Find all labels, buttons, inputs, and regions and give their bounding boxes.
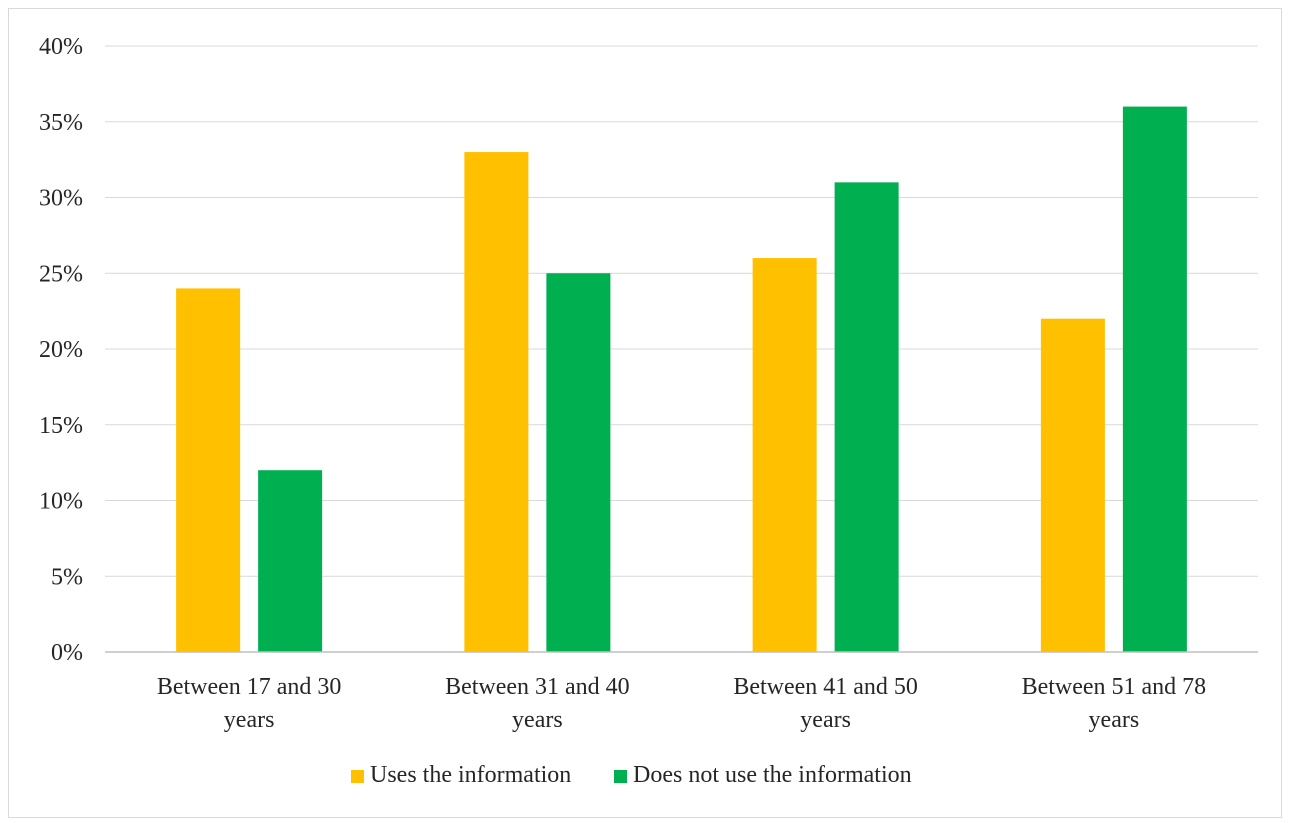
category-label: Between 51 and 78 — [1022, 674, 1207, 700]
category-label: years — [800, 707, 851, 733]
legend-label: Does not use the information — [633, 762, 912, 788]
bar-uses-3 — [1040, 318, 1105, 652]
y-axis-tick-labels: 0% 5% 10% 15% 20% 25% 30% 35% 40% — [39, 34, 83, 666]
category-label: Between 17 and 30 — [157, 674, 342, 700]
category-label: Between 41 and 50 — [733, 674, 918, 700]
category-label: Between 31 and 40 — [445, 674, 630, 700]
legend: Uses the information Does not use the inf… — [351, 762, 912, 788]
bar-does-not-use-3 — [1122, 106, 1187, 653]
legend-item-does-not-use: Does not use the information — [614, 762, 912, 788]
y-tick-label: 35% — [39, 110, 83, 136]
bar-does-not-use-0 — [258, 470, 323, 652]
bar-does-not-use-1 — [546, 273, 611, 652]
bar-uses-0 — [176, 288, 241, 652]
y-tick-label: 10% — [39, 489, 83, 515]
bar-chart: 0% 5% 10% 15% 20% 25% 30% 35% 40% Between 17 and… — [39, 34, 1258, 788]
y-tick-label: 30% — [39, 186, 83, 212]
y-tick-label: 0% — [51, 640, 83, 666]
legend-item-uses: Uses the information — [351, 762, 571, 788]
y-tick-label: 5% — [51, 564, 83, 590]
y-tick-label: 25% — [39, 261, 83, 287]
x-axis-category-labels: Between 17 and 30 years Between 31 and 40 y… — [157, 674, 1206, 733]
y-tick-label: 20% — [39, 337, 83, 363]
bar-does-not-use-2 — [834, 182, 899, 652]
y-tick-label: 15% — [39, 413, 83, 439]
legend-swatch — [351, 770, 364, 783]
category-label: years — [512, 707, 563, 733]
bar-uses-2 — [752, 258, 817, 652]
legend-label: Uses the information — [370, 762, 571, 788]
legend-swatch — [614, 770, 627, 783]
bars — [176, 106, 1187, 653]
category-label: years — [1089, 707, 1140, 733]
bar-uses-1 — [464, 152, 529, 653]
y-tick-label: 40% — [39, 34, 83, 60]
category-label: years — [224, 707, 275, 733]
chart-frame: 0% 5% 10% 15% 20% 25% 30% 35% 40% Between 17 and… — [8, 8, 1282, 818]
